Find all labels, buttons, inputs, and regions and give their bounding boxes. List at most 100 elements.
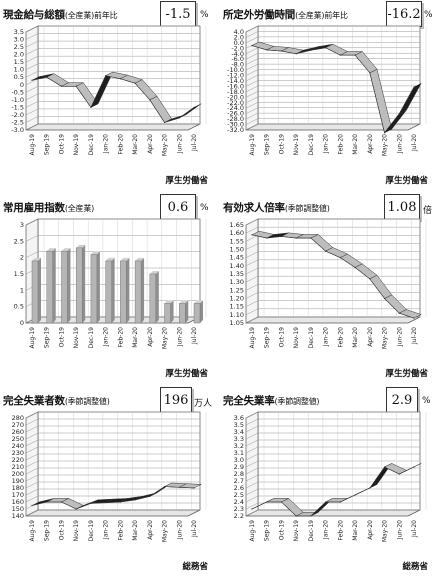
x-tick-label: Nov-19 [293,134,300,156]
y-tick-label: -16.0 [227,82,244,90]
y-tick-label: -0.5 [11,88,24,96]
x-tick-label: Oct-19 [278,134,285,154]
y-tick-label: 0.5 [14,73,24,81]
y-tick-label: 2.8 [234,470,244,478]
x-tick-label: Jan-20 [103,327,110,347]
plot-floor [245,509,421,517]
x-tick-label: Mar-20 [132,134,139,155]
bar-top [46,248,56,252]
x-tick-label: Feb-20 [117,520,124,541]
gridline [245,52,420,60]
chart-plot: 3.63.53.43.33.23.13.02.92.82.72.62.52.42… [234,411,427,542]
data-point [398,312,400,314]
gridline [245,112,420,120]
x-tick-label: Dec-19 [88,520,95,542]
gridline [25,48,200,55]
y-tick-label: 2.0 [14,51,24,59]
unit-label: 倍 [423,206,433,216]
gridline [245,439,420,447]
y-tick-label: 2.3 [234,505,244,513]
x-tick-label: Jun-20 [176,520,183,540]
y-tick-label: 1 [20,286,24,294]
gridline [245,123,420,131]
bar [193,303,201,324]
x-tick-label: Dec-19 [308,134,315,156]
gridline [245,36,420,44]
gridline [245,25,420,33]
x-tick-label: Apr-20 [367,520,374,540]
x-tick-label: Dec-19 [308,327,315,349]
y-tick-label: 150 [12,505,24,513]
y-tick-label: 1.40 [230,262,244,270]
bar-top [61,248,71,252]
gridline [25,55,200,63]
bar-side [96,251,100,323]
chart-panel-cash-earnings: 現金給与総額(全産業)前年比 -1.5 % 3.5 3.0 2.5 2.0 1.5 1.0… [0,0,214,190]
x-tick-label: Jan-20 [103,134,110,154]
data-point [295,53,297,55]
y-tick-label: 140 [12,512,24,520]
y-tick-label: 3.3 [234,435,244,443]
x-tick-label: May-20 [162,520,169,542]
x-tick-label: Oct-19 [58,327,65,347]
x-tick-label: Jan-20 [103,520,110,540]
y-tick-label: -6.0 [231,55,244,63]
gridline [25,474,200,482]
chart-title: 完全失業者数(季節調整値) [3,395,110,407]
x-tick-label: Jul-20 [191,520,198,538]
data-point [90,106,92,108]
data-point [251,45,253,47]
x-tick-label: Feb-20 [337,520,344,541]
y-tick-label: 1.55 [230,237,244,245]
chart-title: 所定外労働時間(全産業)前年比 [223,9,348,21]
x-tick-label: Feb-20 [337,327,344,348]
x-tick-label: Oct-19 [278,520,285,540]
y-tick-label: 1.45 [230,254,244,262]
x-tick-label: Feb-20 [117,327,124,348]
bar [149,273,157,324]
gridline [245,467,420,475]
y-tick-label: 3.0 [14,36,24,44]
y-tick-label: 0 [20,81,24,89]
data-point [295,515,297,517]
y-tick-label: -2.0 [11,111,24,119]
bar [134,260,142,324]
data-point [163,121,166,124]
data-point [398,473,400,475]
y-tick-label: 210 [12,463,24,471]
x-tick-label: Mar-20 [352,134,359,155]
x-tick-label: Jun-20 [396,520,403,540]
y-tick-label: 2.5 [14,43,24,51]
x-tick-label: Sep-19 [44,327,51,348]
y-tick-label: -20.0 [227,93,244,101]
y-tick-label: 2 [20,254,24,262]
data-point [369,487,371,489]
y-tick-label: -14.0 [227,77,244,85]
x-tick-label: Oct-19 [278,327,285,347]
y-tick-label: -22.0 [227,99,244,107]
gridline [245,101,420,109]
data-point [149,99,151,101]
y-tick-label: 2.7 [234,477,244,485]
data-point [369,278,371,280]
x-tick-label: Jun-20 [396,327,403,347]
gridline [25,432,200,440]
gridline [245,218,420,226]
bar-side [155,271,159,323]
bar [75,247,83,324]
gridline [25,509,200,517]
x-tick-label: Feb-20 [117,134,124,155]
gridline [245,243,420,250]
x-tick-label: Aug-19 [249,134,256,156]
bar-top [120,257,130,261]
x-tick-label: Jan-20 [323,327,330,347]
gridline [245,259,420,267]
data-point [31,504,33,507]
x-tick-label: May-20 [382,520,389,542]
data-point [266,237,268,239]
gridline [245,292,420,299]
source-label: 総務省 [402,562,428,572]
y-tick-label: 1.15 [230,303,244,311]
x-tick-label: Mar-20 [352,520,359,541]
y-tick-label: -2.0 [231,44,244,52]
